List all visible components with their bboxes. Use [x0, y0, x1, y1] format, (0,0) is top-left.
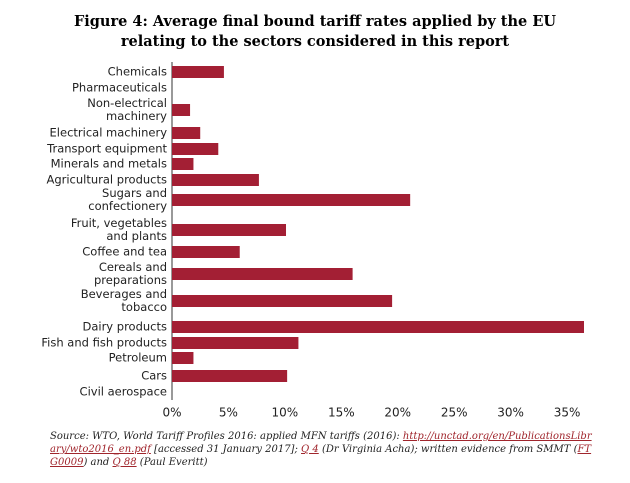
source-link[interactable]: Q 88 [112, 457, 137, 468]
y-tick-label: Transport equipment [47, 141, 167, 156]
bar [172, 337, 299, 349]
source-text: (Dr Virginia Acha); written evidence fro… [318, 444, 578, 455]
bar [172, 370, 288, 382]
y-tick-label: Pharmaceuticals [72, 80, 167, 95]
bar [172, 321, 584, 333]
source-link[interactable]: FTG0009 [50, 444, 592, 468]
source-link[interactable]: Q 4 [301, 444, 319, 455]
x-tick-label: 25% [441, 406, 468, 420]
bar [172, 66, 224, 78]
bar [172, 224, 287, 236]
y-tick-label: Cars [141, 368, 167, 383]
x-tick-label: 20% [384, 406, 411, 420]
source-text: [accessed 31 January 2017]; [150, 444, 302, 455]
x-tick-label: 5% [219, 406, 238, 420]
x-tick-label: 0% [162, 406, 181, 420]
y-tick-label: Cereals and preparations [94, 260, 167, 287]
y-tick-label: Fruit, vegetables and plants [70, 216, 167, 243]
x-tick-label: 30% [497, 406, 524, 420]
bar [172, 352, 194, 364]
y-tick-label: Civil aerospace [79, 384, 167, 399]
bar [172, 127, 201, 139]
source-text: ) and [83, 457, 113, 468]
x-tick-label: 10% [272, 406, 299, 420]
y-tick-label: Petroleum [108, 350, 167, 365]
chart-title: Figure 4: Average final bound tariff rat… [73, 13, 557, 50]
y-tick-label: Beverages and tobacco [80, 287, 167, 314]
y-tick-label: Non-electrical machinery [87, 96, 167, 123]
bar [172, 268, 353, 280]
y-tick-label: Fish and fish products [41, 335, 167, 350]
source-text: Source: WTO, World Tariff Profiles 2016:… [50, 431, 403, 442]
bar [172, 246, 240, 258]
x-tick-label: 15% [328, 406, 355, 420]
y-tick-label: Chemicals [107, 64, 167, 79]
bar [172, 158, 194, 170]
source-link[interactable]: http://unctad.org/en/PublicationsLibrary… [50, 431, 592, 455]
bar [172, 194, 411, 206]
y-tick-label: Minerals and metals [50, 156, 167, 171]
x-tick-label: 35% [554, 406, 581, 420]
bar [172, 143, 219, 155]
y-tick-label: Sugars and confectionery [88, 186, 167, 213]
y-tick-label: Coffee and tea [82, 244, 167, 259]
source-text: (Paul Everitt) [136, 457, 208, 468]
bar [172, 174, 259, 186]
y-tick-label: Dairy products [82, 319, 167, 334]
bar [172, 104, 191, 116]
y-tick-label: Agricultural products [46, 172, 167, 187]
y-tick-label: Electrical machinery [49, 125, 167, 140]
source-note: Source: WTO, World Tariff Profiles 2016:… [50, 430, 595, 469]
bar [172, 295, 393, 307]
